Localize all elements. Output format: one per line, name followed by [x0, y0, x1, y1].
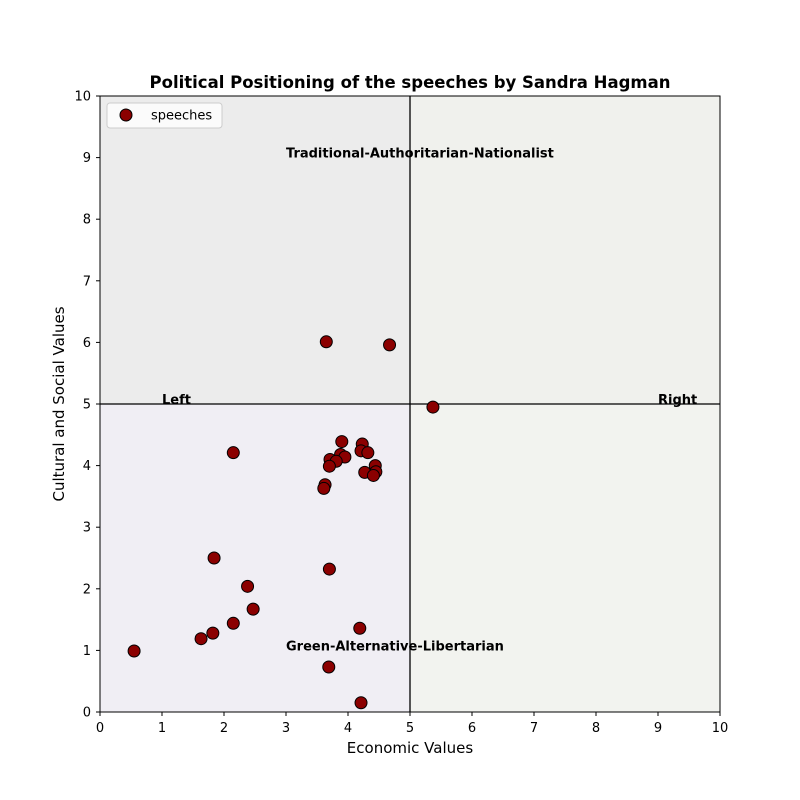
x-axis-label: Economic Values: [347, 739, 474, 757]
quadrant-annotation: Traditional-Authoritarian-Nationalist: [286, 147, 554, 162]
data-point: [353, 621, 367, 635]
quadrant-annotations: Traditional-Authoritarian-Nationalist Gre…: [162, 147, 697, 655]
data-points: [127, 335, 440, 710]
quadrant-backgrounds: [100, 96, 720, 712]
x-axis-ticks: 0 1 2 3 4 5 6 7 8 9 10: [96, 712, 728, 736]
y-tick-label: 4: [83, 459, 91, 474]
data-point: [366, 468, 380, 482]
x-tick-label: 0: [96, 721, 104, 736]
y-axis-ticks: 0 1 2 3 4 5 6 7 8 9 10: [74, 90, 100, 721]
data-point: [206, 626, 220, 640]
legend: speeches: [106, 102, 223, 129]
data-point: [361, 446, 375, 460]
y-tick-label: 8: [83, 213, 91, 228]
data-point: [322, 562, 336, 576]
data-point: [207, 551, 221, 565]
y-tick-label: 9: [83, 151, 91, 166]
quadrant-annotation: Green-Alternative-Libertarian: [286, 639, 504, 654]
data-point: [322, 660, 336, 674]
data-point: [319, 335, 333, 349]
data-point: [354, 696, 368, 710]
quadrant-dividers: [100, 96, 720, 712]
data-point: [226, 446, 240, 460]
x-tick-label: 3: [282, 721, 290, 736]
y-tick-label: 2: [83, 582, 91, 597]
quadrant-top-right: [410, 96, 720, 404]
x-tick-label: 6: [468, 721, 476, 736]
data-point: [317, 481, 331, 495]
quadrant-bottom-right: [410, 404, 720, 712]
quadrant-annotation: Left: [162, 393, 191, 408]
quadrant-top-left: [100, 96, 410, 404]
x-tick-label: 8: [592, 721, 600, 736]
data-point: [246, 602, 260, 616]
x-tick-label: 10: [712, 721, 729, 736]
y-tick-label: 7: [83, 274, 91, 289]
data-point: [335, 435, 349, 449]
data-point: [127, 644, 141, 658]
x-tick-label: 7: [530, 721, 538, 736]
y-tick-label: 5: [83, 398, 91, 413]
x-tick-label: 9: [654, 721, 662, 736]
quadrant-annotation: Right: [658, 393, 697, 408]
data-point: [426, 400, 440, 414]
legend-marker: [119, 108, 133, 122]
data-point: [241, 579, 255, 593]
x-tick-label: 5: [406, 721, 414, 736]
x-tick-label: 1: [158, 721, 166, 736]
legend-box: [106, 102, 223, 129]
data-point: [322, 459, 336, 473]
y-tick-label: 6: [83, 336, 91, 351]
legend-label: speeches: [151, 109, 212, 124]
data-point: [194, 632, 208, 646]
x-tick-label: 2: [220, 721, 228, 736]
y-tick-label: 3: [83, 521, 91, 536]
chart-title: Political Positioning of the speeches by…: [150, 73, 671, 92]
data-point: [226, 616, 240, 630]
y-tick-label: 1: [83, 644, 91, 659]
data-point: [383, 338, 397, 352]
y-axis-label: Cultural and Social Values: [50, 306, 68, 501]
x-tick-label: 4: [344, 721, 352, 736]
y-tick-label: 10: [74, 90, 91, 105]
y-tick-label: 0: [83, 706, 91, 721]
